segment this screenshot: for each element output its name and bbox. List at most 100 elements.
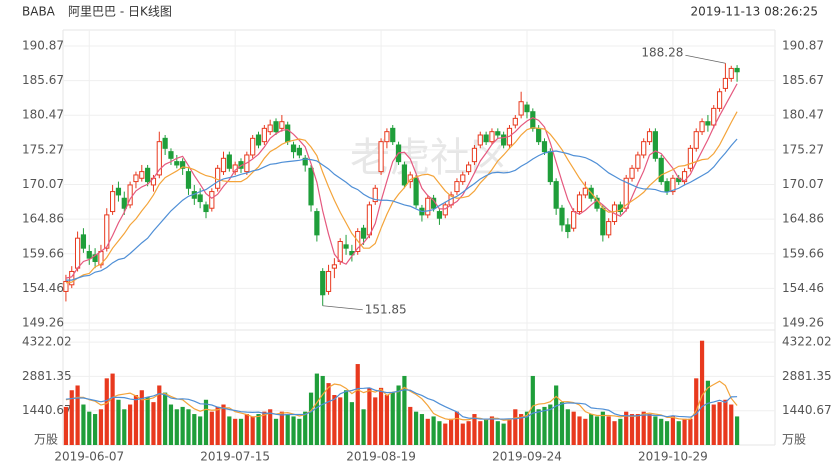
volume-bar <box>419 414 425 445</box>
candle-body <box>203 204 209 213</box>
volume-bar <box>186 409 191 445</box>
volume-bar <box>291 416 296 445</box>
candle-body <box>734 67 740 73</box>
candle-body <box>460 174 466 183</box>
volume-bar <box>583 418 588 445</box>
y-tick-label-right: 170.07 <box>782 177 824 191</box>
volume-bar <box>670 416 675 445</box>
candle-body <box>325 270 332 292</box>
volume-bar <box>413 411 419 445</box>
moving-average-line <box>65 83 738 279</box>
timestamp: 2019-11-13 08:26:25 <box>691 5 818 19</box>
y-tick-label-right: 154.46 <box>782 281 824 295</box>
volume-bar <box>659 418 664 445</box>
y-tick-label: 164.86 <box>22 212 64 226</box>
candle-body <box>378 141 384 173</box>
volume-bar <box>711 404 716 445</box>
candle-body <box>343 244 349 249</box>
candle-body <box>145 167 151 183</box>
candle-body <box>687 147 693 169</box>
volume-bar <box>664 421 670 445</box>
candle-body <box>705 121 711 126</box>
candle-body <box>571 211 577 229</box>
candle-body <box>127 184 133 206</box>
candle-body <box>74 237 81 269</box>
candle-body <box>121 197 127 209</box>
y-tick-label-right: 175.27 <box>782 142 824 156</box>
candle-body <box>156 141 162 176</box>
volume-bar <box>192 414 197 445</box>
candle-body <box>518 101 524 116</box>
volume-bar <box>373 397 378 445</box>
volume-bar <box>244 414 249 445</box>
x-tick-label: 2019-09-24 <box>492 450 562 464</box>
volume-bar <box>443 423 448 445</box>
candle-body <box>110 191 116 213</box>
volume-bar <box>349 402 354 445</box>
volume-bar <box>653 416 658 445</box>
volume-bar <box>314 373 319 445</box>
volume-bar <box>116 399 121 445</box>
volume-bar <box>589 414 594 445</box>
candle-body <box>273 121 279 133</box>
volume-bar <box>332 395 337 445</box>
candle-body <box>290 144 297 153</box>
volume-bar <box>355 364 360 445</box>
volume-bar <box>466 421 471 445</box>
volume-bar <box>92 414 98 445</box>
volume-bar <box>723 399 728 445</box>
y-tick-label: 170.07 <box>22 177 64 191</box>
candle-body <box>436 211 443 219</box>
candle-body <box>530 111 536 129</box>
volume-bar <box>238 418 244 445</box>
candle-body <box>215 167 221 189</box>
volume-bar <box>69 390 74 445</box>
volume-bar <box>180 406 185 445</box>
volume-bar <box>250 416 255 445</box>
volume-bar <box>507 418 512 445</box>
volume-bar <box>151 402 156 445</box>
volume-bar <box>618 418 623 445</box>
candle-body <box>162 137 168 149</box>
volume-bar <box>612 421 617 445</box>
volume-bar <box>209 411 214 445</box>
low-annotation: 151.85 <box>365 302 407 316</box>
y-tick-label: 154.46 <box>22 281 64 295</box>
volume-bar <box>699 340 705 445</box>
volume-bar <box>378 387 384 445</box>
x-tick-label: 2019-10-29 <box>638 450 708 464</box>
volume-bar <box>548 404 553 445</box>
volume-bar <box>326 383 331 445</box>
volume-bar <box>221 404 226 445</box>
annotation-leader <box>322 305 363 311</box>
candle-body <box>80 234 87 249</box>
candle-body <box>366 204 373 236</box>
volume-bar <box>629 414 635 445</box>
volume-bar <box>174 409 179 445</box>
candle-body <box>536 127 542 143</box>
candle-body <box>174 161 180 166</box>
volume-bar <box>110 373 115 445</box>
volume-bar <box>273 418 279 445</box>
volume-bar <box>390 392 395 445</box>
candle-body <box>576 194 583 213</box>
candle-body <box>308 167 314 206</box>
volume-bar <box>361 409 366 445</box>
volume-bar <box>513 409 518 445</box>
candle-body <box>623 177 629 209</box>
candle-body <box>501 134 507 146</box>
volume-bar <box>402 375 407 445</box>
volume-bar <box>256 414 261 445</box>
candle-body <box>711 107 717 126</box>
candle-body <box>512 117 518 126</box>
volume-bar <box>542 406 547 445</box>
candle-body <box>600 207 606 236</box>
volume-bar <box>75 385 80 445</box>
volume-bar <box>519 414 524 445</box>
candle-body <box>454 181 460 193</box>
volume-bar <box>688 418 693 445</box>
y-tick-label: 190.87 <box>22 39 64 53</box>
candle-body <box>331 264 337 269</box>
x-tick-label: 2019-06-07 <box>54 450 124 464</box>
candle-body <box>209 191 215 209</box>
